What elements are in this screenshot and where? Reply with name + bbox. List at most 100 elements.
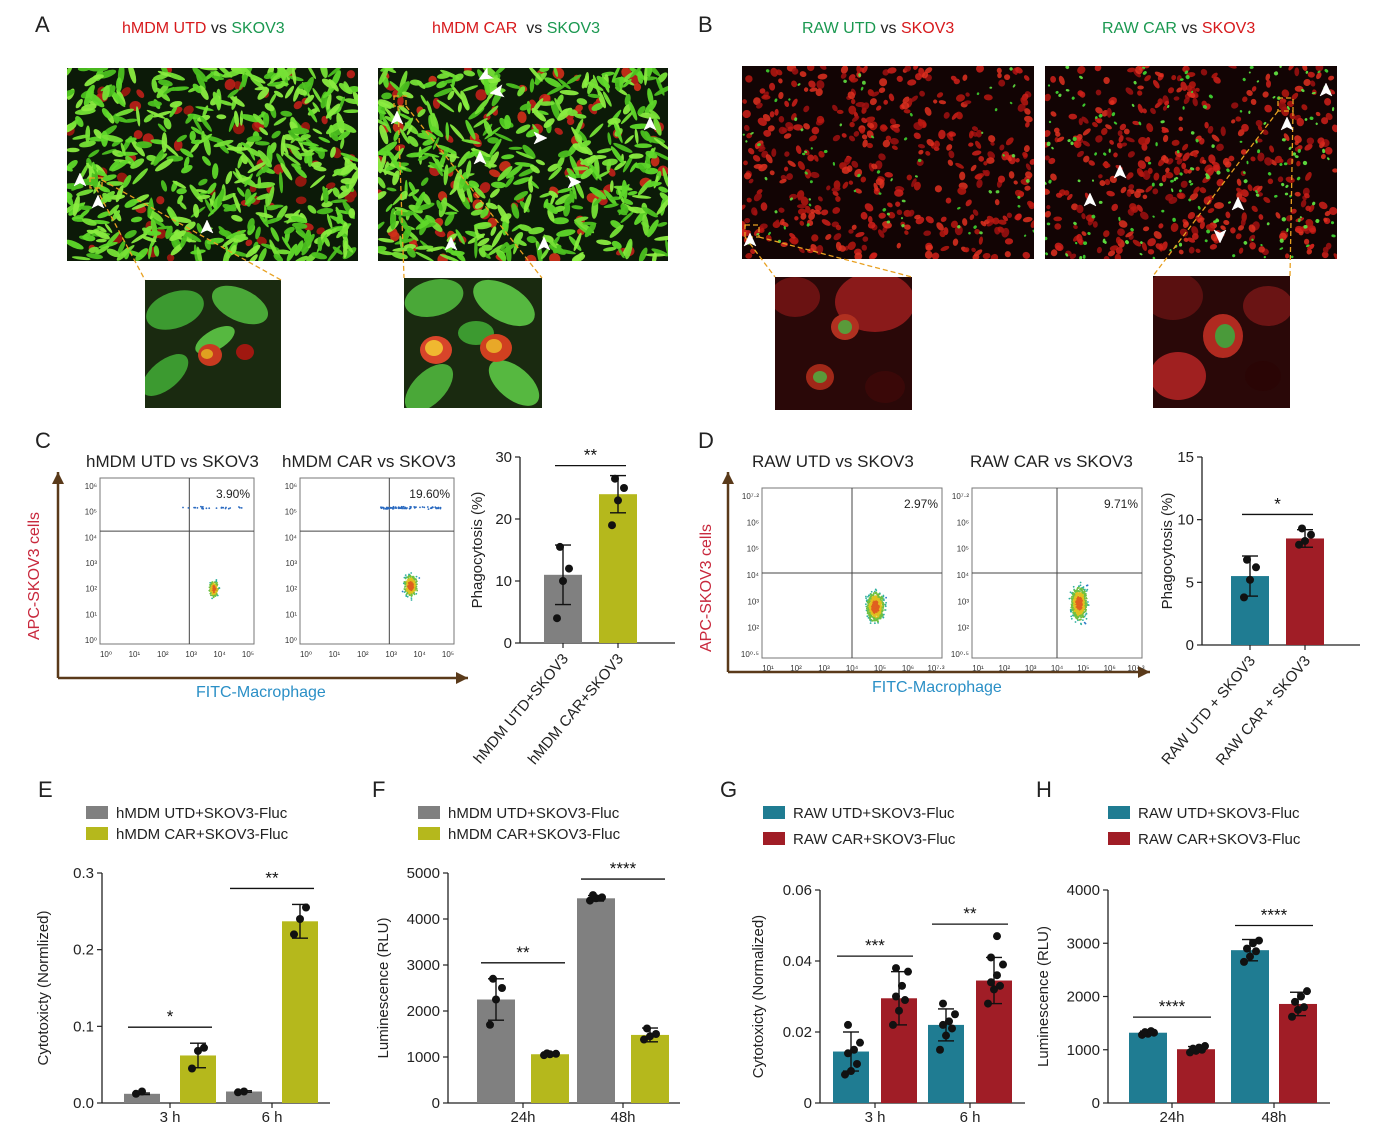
cell [1306, 248, 1313, 255]
flow-event-dot [403, 576, 406, 579]
flow-event-dot [408, 592, 410, 594]
cell [869, 252, 878, 259]
flow-event-dot [870, 606, 873, 608]
cell [276, 249, 291, 255]
zoom-line [1289, 110, 1294, 277]
flow-event-dot [1074, 621, 1077, 623]
cell [1131, 103, 1135, 107]
cell [652, 151, 668, 162]
cell [154, 158, 174, 172]
cell [346, 70, 356, 79]
cell [603, 203, 619, 208]
cell [1065, 253, 1069, 257]
cell [1078, 118, 1083, 126]
flow-event-dot [873, 611, 876, 613]
cell [1029, 158, 1034, 165]
flow-event-dot [868, 611, 871, 614]
cell [1183, 237, 1189, 242]
significance-label: ** [584, 446, 598, 465]
cell [892, 123, 901, 128]
cell [1246, 160, 1249, 165]
flow-event-dot [1085, 609, 1087, 611]
cell [607, 117, 621, 125]
cell [207, 182, 217, 195]
flow-event-dot [874, 606, 877, 609]
cell [1073, 140, 1082, 149]
flow-event-dot [1084, 614, 1087, 616]
cell [1320, 154, 1326, 160]
cell [614, 78, 621, 92]
cell [968, 231, 971, 235]
cell [988, 190, 993, 194]
cell [954, 225, 963, 236]
cell [1197, 205, 1201, 210]
cell [1023, 234, 1027, 237]
cell [211, 285, 269, 325]
cell [1211, 144, 1215, 148]
x-tick-label: 10² [157, 650, 169, 659]
cell [1065, 66, 1070, 70]
cell [1236, 187, 1244, 194]
flow-event-dot [212, 596, 215, 599]
cell [1082, 128, 1091, 136]
cell [886, 220, 891, 224]
cell [1215, 324, 1235, 348]
cell [946, 144, 953, 151]
cell [505, 83, 521, 89]
data-point [608, 521, 616, 530]
flow-event-dot [215, 592, 218, 595]
cell [996, 67, 1002, 74]
y-tick-label: 10⁵ [747, 545, 759, 554]
cell [165, 225, 173, 240]
cell [1185, 66, 1190, 72]
flow-event-dot [406, 580, 408, 583]
cell [1251, 238, 1254, 242]
cell [1066, 193, 1073, 201]
cell [1132, 120, 1140, 126]
y-tick-label: 30 [495, 449, 512, 466]
cell [211, 163, 219, 180]
cell [759, 88, 766, 94]
cell [803, 105, 810, 113]
cell [799, 220, 805, 226]
cell [1045, 210, 1051, 218]
inset-texture [404, 278, 540, 408]
cell [1265, 73, 1271, 81]
cell [145, 354, 189, 396]
cell [539, 68, 550, 73]
cell [1151, 182, 1155, 187]
cell [572, 143, 589, 154]
cell [1328, 75, 1335, 81]
cell [841, 133, 847, 138]
cell [1213, 76, 1221, 84]
cell [1267, 172, 1272, 176]
cell [969, 214, 975, 221]
cell [538, 101, 555, 106]
cell [430, 126, 444, 138]
cell [1249, 66, 1254, 69]
x-tick-label: 10⁵ [442, 650, 454, 659]
cell [414, 191, 426, 212]
cell [293, 255, 309, 261]
cell [227, 89, 239, 98]
micro-title-a2: hMDM CAR vs SKOV3 [432, 20, 600, 38]
cell [241, 68, 246, 76]
cell [622, 78, 632, 88]
cell [474, 237, 478, 259]
cell [1182, 221, 1189, 228]
micro-title-b1: RAW UTD vs SKOV3 [802, 20, 954, 38]
cell [1325, 112, 1333, 121]
cell [178, 201, 187, 210]
cell [978, 236, 983, 245]
cell [1306, 137, 1315, 145]
cell [803, 87, 809, 92]
cell [1195, 166, 1200, 171]
y-tick-label: 10² [957, 624, 969, 633]
cell [340, 138, 345, 150]
cell [1317, 137, 1325, 145]
cell [453, 169, 463, 190]
cell [1255, 190, 1258, 194]
cell [1025, 171, 1033, 179]
cell [574, 113, 587, 119]
cell [838, 245, 846, 252]
